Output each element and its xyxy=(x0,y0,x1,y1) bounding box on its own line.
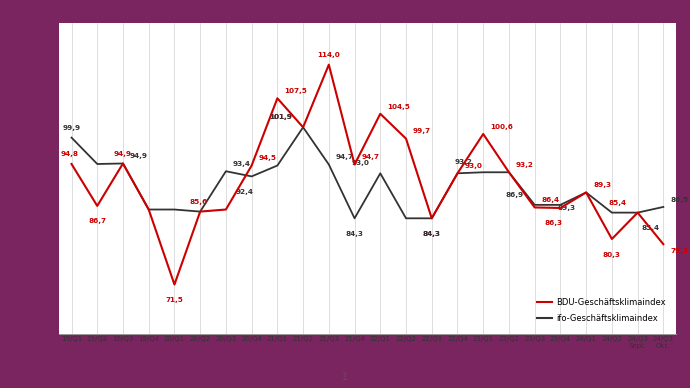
Text: 86,3: 86,3 xyxy=(544,220,562,227)
Text: 84,3: 84,3 xyxy=(346,231,364,237)
Text: 94,8: 94,8 xyxy=(61,151,79,157)
Text: 93,0: 93,0 xyxy=(464,163,482,169)
Text: 94,7: 94,7 xyxy=(362,154,380,160)
Text: 93,2: 93,2 xyxy=(516,162,534,168)
Text: 71,5: 71,5 xyxy=(166,297,184,303)
Text: 107,5: 107,5 xyxy=(284,88,307,94)
Text: 94,9: 94,9 xyxy=(130,153,148,159)
Text: 86,4: 86,4 xyxy=(542,197,560,203)
Text: 104,5: 104,5 xyxy=(387,104,410,110)
Text: 94,5: 94,5 xyxy=(259,155,277,161)
Text: 101,9: 101,9 xyxy=(269,114,292,120)
Text: 101,9: 101,9 xyxy=(269,114,292,120)
Legend: BDU-Geschäftsklimaindex, ifo-Geschäftsklimaindex: BDU-Geschäftsklimaindex, ifo-Geschäftskl… xyxy=(537,298,666,323)
Text: 94,9: 94,9 xyxy=(114,151,132,156)
Text: 93,0: 93,0 xyxy=(351,160,369,166)
Text: 89,3: 89,3 xyxy=(593,182,611,188)
Text: 89,3: 89,3 xyxy=(557,205,575,211)
Text: 100,6: 100,6 xyxy=(490,124,513,130)
Text: 86,9: 86,9 xyxy=(506,192,524,198)
Text: 86,5: 86,5 xyxy=(670,197,689,203)
Text: 114,0: 114,0 xyxy=(317,52,340,58)
Text: 93,4: 93,4 xyxy=(233,161,250,167)
Text: 79,3: 79,3 xyxy=(670,248,688,255)
Text: 99,9: 99,9 xyxy=(63,125,81,131)
Text: 99,7: 99,7 xyxy=(413,128,431,135)
Text: 84,3: 84,3 xyxy=(423,231,441,237)
Text: 80,3: 80,3 xyxy=(603,251,621,258)
Text: 92,4: 92,4 xyxy=(236,189,254,195)
Text: 85,4: 85,4 xyxy=(642,225,660,231)
Text: 85,4: 85,4 xyxy=(609,200,627,206)
Text: 85,6: 85,6 xyxy=(189,199,207,204)
Text: 94,7: 94,7 xyxy=(336,154,354,160)
Text: 93,2: 93,2 xyxy=(454,159,472,165)
Text: 84,3: 84,3 xyxy=(423,231,441,237)
Text: 1: 1 xyxy=(342,372,348,382)
Text: 86,7: 86,7 xyxy=(88,218,106,224)
